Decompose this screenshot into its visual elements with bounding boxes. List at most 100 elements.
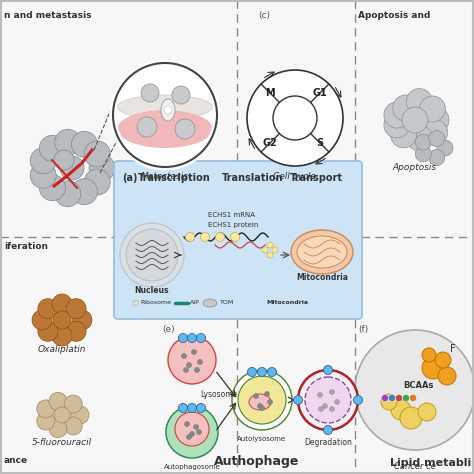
Circle shape [72, 310, 92, 330]
Circle shape [84, 141, 110, 167]
Circle shape [185, 233, 194, 241]
Circle shape [267, 400, 273, 404]
Ellipse shape [291, 230, 353, 274]
Circle shape [197, 429, 201, 435]
Circle shape [197, 403, 206, 412]
Circle shape [166, 406, 218, 458]
Text: G2: G2 [263, 138, 278, 148]
Circle shape [257, 403, 263, 409]
Text: AIP: AIP [190, 301, 200, 306]
Circle shape [329, 390, 335, 394]
Text: iferation: iferation [4, 242, 48, 251]
Circle shape [415, 146, 431, 162]
Circle shape [322, 403, 328, 409]
Circle shape [55, 129, 81, 155]
Text: Autophagosome: Autophagosome [164, 464, 220, 470]
Circle shape [422, 357, 444, 379]
Circle shape [435, 352, 451, 368]
Circle shape [410, 394, 417, 401]
Circle shape [406, 125, 432, 151]
Text: ECHS1 mRNA: ECHS1 mRNA [208, 212, 255, 218]
Circle shape [113, 63, 217, 167]
Text: Autolysosome: Autolysosome [237, 436, 287, 442]
Circle shape [428, 149, 445, 165]
Circle shape [423, 107, 449, 133]
Text: 5-fluorouracil: 5-fluorouracil [32, 438, 92, 447]
Circle shape [273, 96, 317, 140]
Circle shape [319, 407, 323, 411]
Circle shape [191, 349, 197, 355]
Circle shape [60, 156, 84, 180]
Text: Translation: Translation [222, 173, 283, 183]
Text: (e): (e) [162, 325, 174, 334]
Ellipse shape [118, 110, 212, 148]
Circle shape [264, 392, 270, 396]
Text: ECHS1 protein: ECHS1 protein [208, 222, 258, 228]
Text: M: M [265, 88, 275, 98]
Circle shape [384, 112, 410, 138]
Circle shape [38, 299, 58, 319]
Text: Lysosome: Lysosome [200, 390, 237, 399]
Circle shape [293, 395, 302, 404]
Circle shape [267, 242, 273, 248]
Text: Apoptosis: Apoptosis [393, 163, 437, 172]
Circle shape [190, 431, 194, 437]
Circle shape [355, 330, 474, 450]
Circle shape [64, 395, 82, 413]
Circle shape [305, 377, 351, 423]
Circle shape [39, 136, 65, 161]
Circle shape [193, 425, 199, 429]
Circle shape [298, 370, 358, 430]
Text: ance: ance [4, 456, 28, 465]
Circle shape [55, 181, 81, 207]
Text: Degradation: Degradation [304, 438, 352, 447]
Circle shape [66, 321, 86, 341]
Text: Oxaliplatin: Oxaliplatin [38, 345, 86, 354]
Circle shape [382, 394, 389, 401]
Circle shape [186, 363, 191, 367]
Circle shape [422, 348, 436, 362]
Circle shape [402, 107, 428, 133]
Circle shape [267, 252, 273, 258]
Text: Mitocondria: Mitocondria [296, 273, 348, 282]
Circle shape [437, 140, 453, 156]
Circle shape [49, 392, 67, 410]
Text: BCAAs: BCAAs [403, 381, 433, 390]
Circle shape [267, 367, 276, 376]
Circle shape [421, 119, 447, 146]
Text: G1: G1 [312, 88, 327, 98]
Circle shape [37, 400, 55, 418]
Circle shape [54, 407, 70, 423]
Circle shape [428, 130, 445, 146]
Circle shape [39, 174, 65, 201]
Circle shape [198, 359, 202, 365]
Circle shape [184, 421, 190, 427]
Circle shape [30, 162, 56, 188]
Text: Cell cycle: Cell cycle [273, 172, 317, 181]
Circle shape [175, 119, 195, 139]
Circle shape [247, 367, 256, 376]
Circle shape [186, 435, 191, 439]
Circle shape [141, 84, 159, 102]
Circle shape [168, 336, 216, 384]
Circle shape [182, 354, 186, 358]
Circle shape [38, 321, 58, 341]
Circle shape [238, 376, 286, 424]
Circle shape [71, 406, 89, 424]
Text: Transcription: Transcription [138, 173, 211, 183]
Text: (a): (a) [122, 173, 137, 183]
Ellipse shape [164, 106, 172, 114]
Circle shape [318, 392, 322, 398]
Circle shape [30, 148, 56, 173]
Ellipse shape [297, 236, 347, 268]
Text: Cancer ce: Cancer ce [394, 462, 436, 471]
Circle shape [72, 179, 98, 205]
Ellipse shape [118, 95, 212, 119]
Circle shape [391, 400, 411, 420]
Circle shape [400, 407, 422, 429]
Circle shape [247, 70, 343, 166]
Circle shape [172, 86, 190, 104]
Circle shape [89, 155, 115, 181]
Circle shape [323, 426, 332, 435]
Circle shape [197, 334, 206, 343]
